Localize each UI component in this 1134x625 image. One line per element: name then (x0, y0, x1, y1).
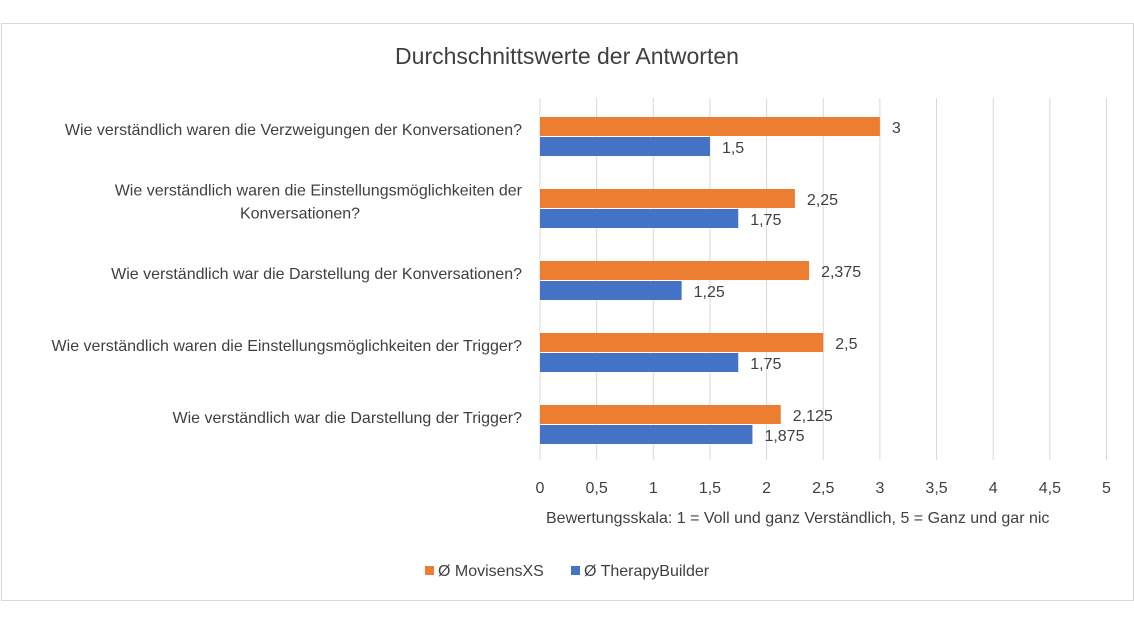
x-tick-label: 4,5 (1039, 480, 1061, 497)
x-tick-label: 3 (875, 480, 884, 497)
legend-swatch (571, 566, 580, 575)
data-label: 1,75 (750, 212, 781, 229)
bar-therapybuilder (540, 209, 739, 228)
x-tick-label: 4 (989, 480, 998, 497)
data-label: 2,25 (807, 192, 838, 209)
category-label: Wie verständlich waren die Einstellungsm… (52, 338, 523, 355)
category-label: Wie verständlich war die Darstellung der… (111, 266, 522, 283)
category-label: Wie verständlich waren die Einstellungsm… (115, 183, 523, 200)
data-label: 1,25 (694, 284, 725, 301)
data-label: 1,5 (722, 140, 744, 157)
legend-label: Ø TherapyBuilder (584, 563, 710, 580)
data-label: 2,5 (835, 336, 857, 353)
bar-movisensxs (540, 189, 795, 208)
data-label: 3 (892, 120, 901, 137)
legend-label: Ø MovisensXS (438, 563, 544, 580)
x-tick-label: 2,5 (812, 480, 834, 497)
category-label: Wie verständlich waren die Verzweigungen… (65, 122, 522, 139)
bar-movisensxs (540, 117, 880, 136)
x-tick-label: 2 (762, 480, 771, 497)
category-label: Wie verständlich war die Darstellung der… (173, 410, 523, 427)
x-tick-label: 0,5 (586, 480, 608, 497)
x-tick-label: 0 (536, 480, 545, 497)
bar-movisensxs (540, 405, 781, 424)
bar-movisensxs (540, 261, 810, 280)
legend-swatch (425, 566, 434, 575)
data-label: 2,125 (793, 408, 833, 425)
bar-therapybuilder (540, 425, 753, 444)
bar-therapybuilder (540, 353, 739, 372)
bar-therapybuilder (540, 137, 710, 156)
x-tick-label: 1,5 (699, 480, 721, 497)
chart-title: Durchschnittswerte der Antworten (395, 43, 739, 69)
bar-movisensxs (540, 333, 824, 352)
data-label: 2,375 (821, 264, 861, 281)
x-tick-label: 1 (649, 480, 658, 497)
category-label: Konversationen? (240, 206, 360, 223)
x-tick-label: 5 (1102, 480, 1111, 497)
data-label: 1,875 (764, 428, 804, 445)
data-label: 1,75 (750, 356, 781, 373)
x-tick-label: 3,5 (925, 480, 947, 497)
x-axis-title: Bewertungsskala: 1 = Voll und ganz Verst… (546, 510, 1049, 527)
bar-therapybuilder (540, 281, 682, 300)
